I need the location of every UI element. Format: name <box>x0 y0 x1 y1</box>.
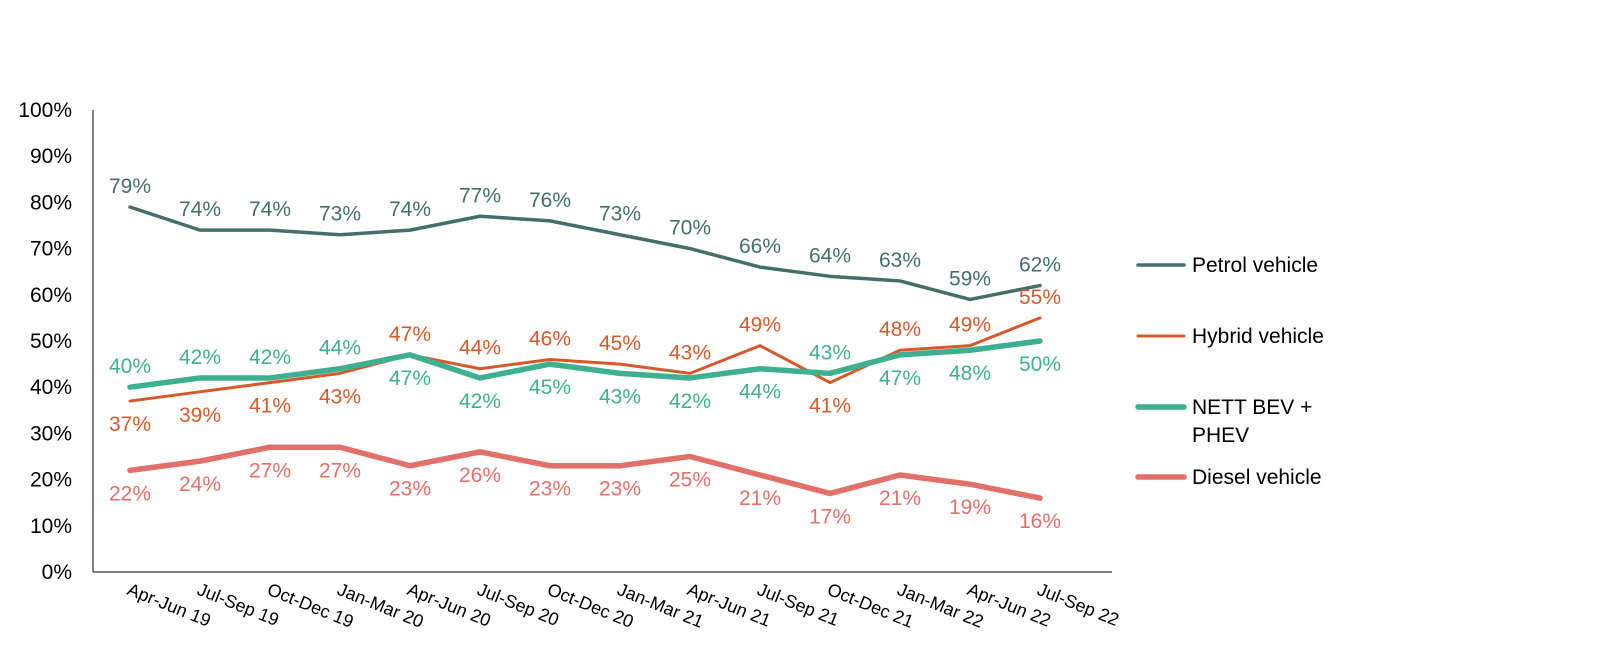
data-label: 24% <box>179 473 221 496</box>
y-tick-label: 80% <box>30 191 72 214</box>
data-label: 59% <box>949 267 991 290</box>
data-label: 45% <box>599 332 641 355</box>
data-labels: 79% 74% 74% 73% 74% 77% 76% 73% 70% 66% 64% 63% 59% 6… <box>109 175 1061 533</box>
data-label: 41% <box>809 395 851 418</box>
series-lines <box>127 205 1043 501</box>
data-label: 74% <box>179 198 221 221</box>
data-label: 16% <box>1019 510 1061 533</box>
data-label: 47% <box>879 367 921 390</box>
legend-label: Petrol vehicle <box>1192 254 1318 277</box>
data-label: 39% <box>179 404 221 427</box>
y-tick-label: 10% <box>30 515 72 538</box>
data-label: 44% <box>459 337 501 360</box>
data-label: 27% <box>249 459 291 482</box>
data-label: 74% <box>389 198 431 221</box>
data-label: 66% <box>739 235 781 258</box>
data-label: 44% <box>319 337 361 360</box>
series-line-4 <box>127 444 1043 501</box>
legend-label: Hybrid vehicle <box>1192 325 1324 348</box>
y-tick-label: 100% <box>18 99 72 122</box>
chart-axes <box>92 110 1112 573</box>
data-label: 74% <box>249 198 291 221</box>
data-label: 43% <box>669 341 711 364</box>
data-label: 42% <box>459 390 501 413</box>
data-label: 23% <box>389 478 431 501</box>
data-label: 63% <box>879 249 921 272</box>
data-label: 73% <box>599 203 641 226</box>
data-label: 37% <box>109 413 151 436</box>
data-label: 23% <box>529 478 571 501</box>
data-label: 22% <box>109 482 151 505</box>
data-label: 21% <box>879 487 921 510</box>
data-label: 27% <box>319 459 361 482</box>
y-tick-label: 50% <box>30 330 72 353</box>
y-tick-label: 30% <box>30 422 72 445</box>
y-tick-label: 0% <box>42 561 72 584</box>
data-label: 25% <box>669 469 711 492</box>
data-label: 46% <box>529 327 571 350</box>
y-tick-label: 70% <box>30 238 72 261</box>
legend: Petrol vehicle Hybrid vehicle NETT BEV + PH… <box>1135 254 1324 489</box>
data-label: 45% <box>529 376 571 399</box>
data-label: 42% <box>669 390 711 413</box>
data-label: 49% <box>949 314 991 337</box>
legend-label: NETT BEV + PHEV <box>1192 396 1312 447</box>
data-label: 77% <box>459 184 501 207</box>
data-label: 42% <box>249 346 291 369</box>
data-label: 48% <box>879 318 921 341</box>
data-label: 43% <box>319 385 361 408</box>
data-label: 47% <box>389 323 431 346</box>
series-line-1 <box>128 205 1042 302</box>
y-tick-label: 90% <box>30 145 72 168</box>
data-label: 42% <box>179 346 221 369</box>
y-axis-ticks: 0% 10% 20% 30% 40% 50% 60% 70% 80% 90% 100% <box>18 99 72 584</box>
data-label: 43% <box>599 385 641 408</box>
data-label: 26% <box>459 464 501 487</box>
data-label: 47% <box>389 367 431 390</box>
y-tick-label: 20% <box>30 469 72 492</box>
data-label: 23% <box>599 478 641 501</box>
data-label: 76% <box>529 189 571 212</box>
y-tick-label: 60% <box>30 284 72 307</box>
data-label: 79% <box>109 175 151 198</box>
data-label: 44% <box>739 381 781 404</box>
legend-label: Diesel vehicle <box>1192 466 1322 489</box>
data-label: 19% <box>949 496 991 519</box>
data-label: 49% <box>739 314 781 337</box>
data-label: 43% <box>809 341 851 364</box>
data-label: 50% <box>1019 353 1061 376</box>
data-label: 55% <box>1019 286 1061 309</box>
data-label: 17% <box>809 505 851 528</box>
data-label: 40% <box>109 355 151 378</box>
data-label: 70% <box>669 217 711 240</box>
data-label: 73% <box>319 203 361 226</box>
data-label: 64% <box>809 244 851 267</box>
data-label: 21% <box>739 487 781 510</box>
y-tick-label: 40% <box>30 376 72 399</box>
series-line-3 <box>127 338 1043 390</box>
data-label: 41% <box>249 395 291 418</box>
data-label: 48% <box>949 362 991 385</box>
data-label: 62% <box>1019 254 1061 277</box>
